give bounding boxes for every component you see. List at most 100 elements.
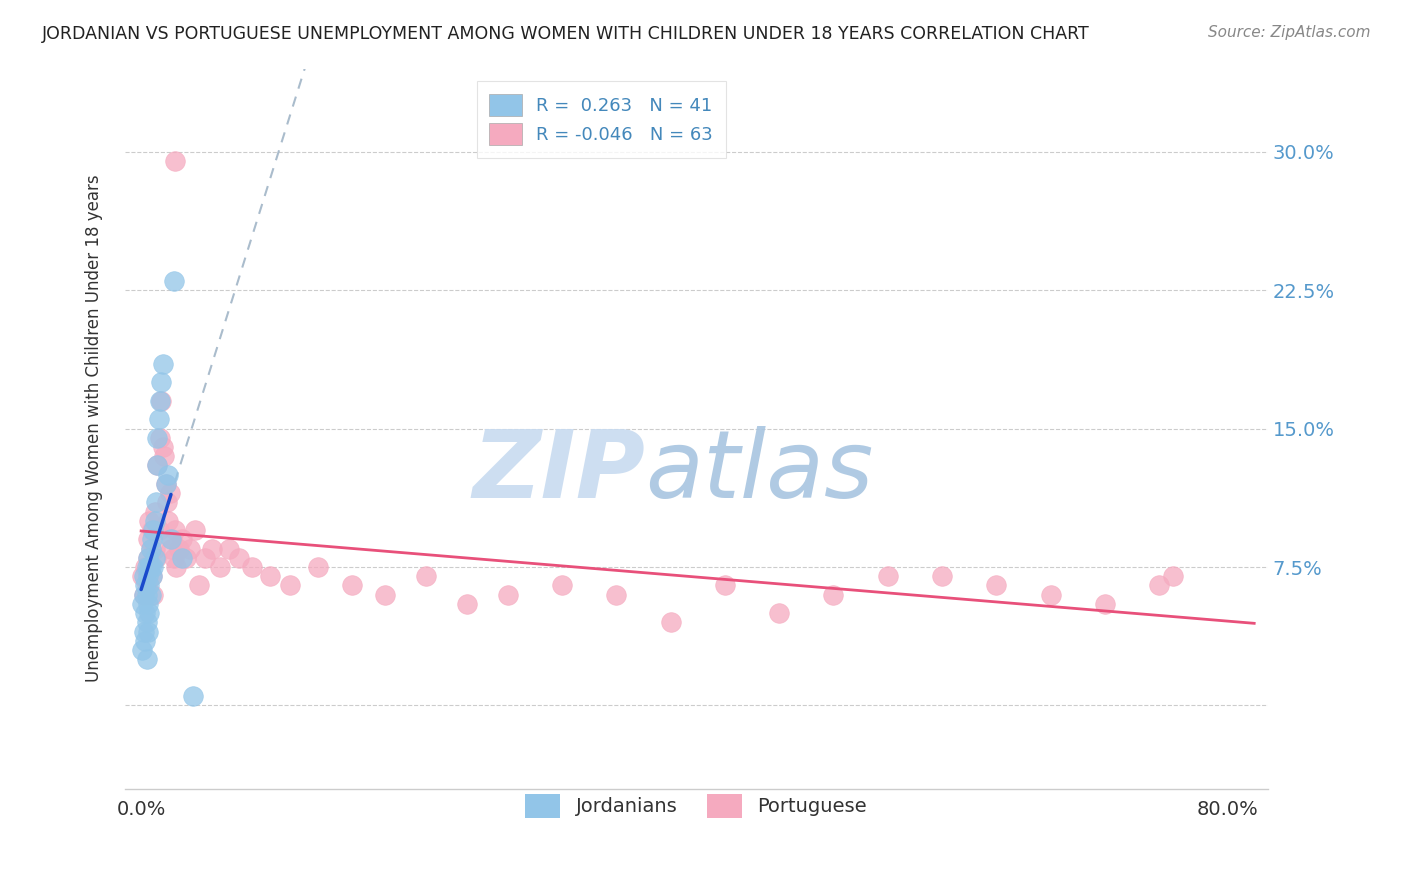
Point (165, 153, 187, 168)
Point (150, 376, 173, 390)
Point (131, 597, 153, 611)
Point (142, 560, 165, 574)
Point (138, 578, 160, 592)
Point (131, 569, 153, 583)
Text: JORDANIAN VS PORTUGUESE UNEMPLOYMENT AMONG WOMEN WITH CHILDREN UNDER 18 YEARS CO: JORDANIAN VS PORTUGUESE UNEMPLOYMENT AMO… (42, 25, 1090, 43)
Point (142, 523, 165, 537)
Point (132, 588, 155, 602)
Point (170, 533, 193, 547)
Point (1094, 597, 1116, 611)
Point (307, 560, 329, 574)
Point (136, 569, 159, 583)
Point (157, 514, 180, 528)
Point (152, 440, 174, 454)
Point (135, 652, 157, 666)
Point (415, 569, 437, 583)
Point (163, 274, 186, 288)
Point (136, 533, 159, 547)
Point (160, 541, 183, 556)
Point (143, 514, 166, 528)
Point (194, 550, 217, 565)
Point (165, 560, 187, 574)
Point (1161, 569, 1184, 583)
Point (148, 412, 170, 426)
Point (150, 393, 173, 408)
Point (134, 606, 156, 620)
Point (136, 550, 159, 565)
Point (152, 357, 174, 371)
Point (768, 606, 790, 620)
Legend: Jordanians, Portuguese: Jordanians, Portuguese (517, 787, 875, 826)
Point (876, 569, 898, 583)
Point (496, 588, 519, 602)
Point (218, 541, 240, 556)
Point (134, 578, 156, 592)
Point (134, 560, 156, 574)
Point (146, 458, 169, 473)
Point (146, 458, 169, 473)
Point (131, 643, 153, 657)
Point (823, 588, 845, 602)
Point (139, 541, 162, 556)
Point (155, 477, 177, 491)
Point (153, 449, 176, 463)
Point (174, 550, 197, 565)
Point (142, 588, 165, 602)
Point (170, 550, 193, 565)
Point (143, 550, 166, 565)
Point (242, 560, 264, 574)
Point (228, 550, 250, 565)
Point (156, 495, 179, 509)
Point (146, 431, 169, 445)
Point (139, 541, 162, 556)
Point (280, 578, 302, 592)
Point (139, 588, 162, 602)
Point (136, 550, 159, 565)
Point (138, 514, 160, 528)
Point (340, 578, 363, 592)
Point (149, 431, 172, 445)
Point (157, 467, 180, 482)
Point (160, 533, 183, 547)
Point (179, 541, 201, 556)
Point (138, 606, 160, 620)
Text: atlas: atlas (645, 426, 873, 517)
Point (143, 541, 166, 556)
Point (931, 569, 953, 583)
Point (456, 597, 478, 611)
Point (145, 550, 167, 565)
Point (141, 569, 163, 583)
Point (149, 393, 172, 408)
Point (141, 569, 163, 583)
Point (138, 560, 160, 574)
Point (165, 523, 187, 537)
Point (986, 578, 1008, 592)
Point (136, 597, 159, 611)
Point (159, 486, 181, 500)
Point (188, 578, 211, 592)
Point (551, 578, 574, 592)
Point (139, 560, 162, 574)
Point (184, 523, 207, 537)
Point (141, 523, 163, 537)
Text: Source: ZipAtlas.com: Source: ZipAtlas.com (1208, 25, 1371, 40)
Point (1039, 588, 1062, 602)
Point (135, 560, 157, 574)
Point (714, 578, 737, 592)
Point (167, 541, 190, 556)
Point (374, 588, 396, 602)
Point (659, 615, 682, 630)
Point (138, 560, 160, 574)
Point (135, 588, 157, 602)
Point (132, 624, 155, 639)
Text: ZIP: ZIP (472, 425, 645, 517)
Point (143, 505, 166, 519)
Point (605, 588, 627, 602)
Point (132, 588, 155, 602)
Point (135, 615, 157, 630)
Point (136, 624, 159, 639)
Point (201, 541, 224, 556)
Point (259, 569, 281, 583)
Y-axis label: Unemployment Among Women with Children Under 18 years: Unemployment Among Women with Children U… (86, 175, 103, 682)
Point (148, 523, 170, 537)
